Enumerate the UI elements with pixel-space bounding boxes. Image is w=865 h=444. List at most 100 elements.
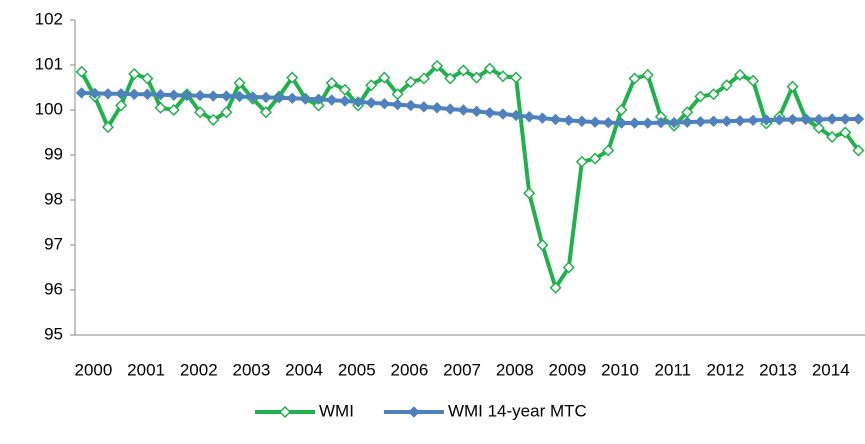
marker	[852, 113, 865, 125]
marker	[734, 115, 746, 127]
marker	[220, 106, 233, 119]
marker	[641, 68, 654, 81]
marker	[378, 71, 391, 84]
marker	[707, 88, 720, 101]
marker	[786, 113, 799, 126]
marker	[194, 89, 206, 102]
marker	[128, 88, 140, 100]
marker	[286, 71, 299, 84]
marker	[405, 99, 417, 112]
marker	[167, 103, 180, 117]
x-tick-label: 2008	[496, 360, 534, 379]
legend-label: WMI 14-year MTC	[448, 401, 587, 420]
marker	[510, 71, 523, 84]
marker	[141, 88, 154, 100]
marker	[233, 90, 246, 103]
marker	[408, 406, 420, 418]
y-tick-label: 101	[35, 54, 63, 73]
marker	[154, 101, 167, 114]
marker	[470, 71, 483, 84]
marker	[839, 126, 852, 139]
marker	[101, 121, 114, 134]
marker	[523, 111, 535, 123]
x-tick-label: 2014	[812, 360, 850, 379]
marker	[431, 102, 443, 114]
marker	[391, 98, 404, 111]
x-tick-label: 2006	[391, 360, 429, 379]
x-tick-label: 2004	[285, 360, 323, 379]
marker	[168, 89, 180, 101]
marker	[628, 72, 641, 85]
marker	[141, 72, 154, 85]
marker	[299, 93, 312, 105]
marker	[628, 117, 641, 129]
marker	[733, 68, 746, 81]
marker	[536, 112, 549, 124]
marker	[207, 113, 220, 126]
marker	[444, 103, 456, 115]
marker	[589, 116, 601, 128]
x-tick-label: 2010	[601, 360, 639, 379]
marker	[589, 152, 602, 165]
marker	[325, 76, 338, 90]
marker	[115, 99, 128, 112]
marker	[615, 117, 628, 129]
marker	[154, 88, 167, 101]
marker	[89, 87, 101, 100]
marker	[773, 114, 786, 126]
marker	[233, 76, 246, 90]
y-tick-label: 102	[35, 9, 63, 28]
x-tick-label: 2009	[549, 360, 587, 379]
marker	[286, 92, 298, 105]
marker	[681, 116, 693, 128]
marker	[339, 95, 351, 107]
x-tick-label: 2000	[75, 360, 113, 379]
marker	[365, 79, 378, 92]
marker	[378, 97, 391, 110]
marker	[457, 64, 470, 77]
marker	[418, 101, 430, 113]
x-tick-label: 2005	[338, 360, 376, 379]
marker	[431, 59, 444, 72]
marker	[115, 88, 127, 100]
marker	[602, 144, 615, 157]
marker	[510, 109, 522, 122]
marker	[694, 90, 707, 103]
marker	[75, 87, 88, 99]
marker	[483, 62, 496, 75]
marker	[278, 405, 292, 419]
marker	[576, 115, 588, 127]
y-tick-label: 98	[44, 189, 63, 208]
marker	[523, 187, 536, 200]
marker	[563, 114, 575, 127]
y-tick-label: 99	[44, 144, 63, 163]
marker	[812, 121, 825, 135]
marker	[404, 76, 417, 89]
marker	[747, 74, 760, 87]
marker	[497, 108, 509, 120]
marker	[457, 104, 470, 116]
marker	[760, 114, 772, 126]
marker	[220, 90, 233, 102]
marker	[536, 238, 549, 252]
marker	[720, 79, 733, 92]
marker	[75, 65, 88, 78]
marker	[826, 130, 839, 144]
marker	[786, 80, 799, 93]
marker	[549, 281, 562, 294]
marker	[247, 91, 259, 103]
marker	[813, 113, 825, 126]
marker	[602, 116, 614, 129]
marker	[444, 72, 457, 85]
y-tick-label: 97	[44, 234, 63, 253]
y-tick-label: 95	[44, 324, 63, 343]
marker	[128, 67, 141, 81]
marker	[194, 106, 207, 119]
x-tick-label: 2001	[127, 360, 165, 379]
x-tick-label: 2012	[707, 360, 745, 379]
marker	[260, 91, 272, 104]
legend-label: WMI	[319, 401, 354, 420]
marker	[181, 89, 193, 102]
marker	[707, 115, 720, 127]
